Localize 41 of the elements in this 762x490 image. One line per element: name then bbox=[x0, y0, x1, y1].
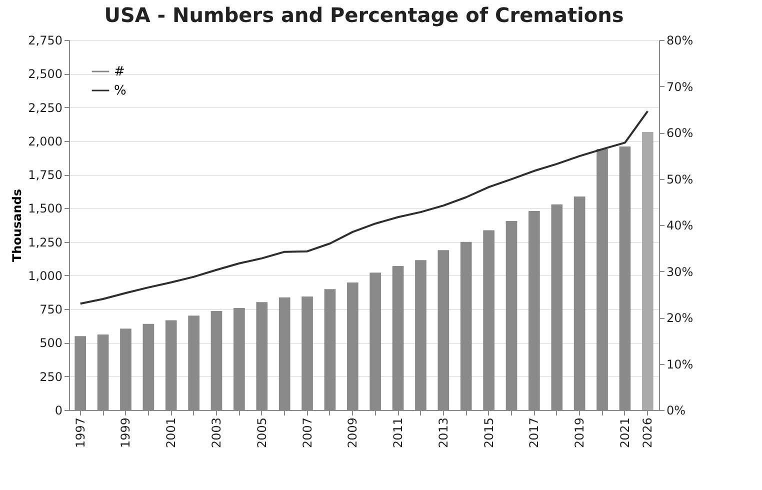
y-tick-label: 750 bbox=[40, 302, 62, 317]
y-tick-label: 2,750 bbox=[28, 34, 62, 48]
x-tick-label: 2019 bbox=[572, 418, 587, 448]
bar bbox=[642, 132, 654, 410]
x-tick-label: 1999 bbox=[118, 418, 133, 448]
y-axis-title: Thousands bbox=[10, 188, 24, 262]
y-tick-label: 1,750 bbox=[28, 168, 62, 182]
x-tick-label: 2021 bbox=[618, 418, 632, 448]
x-tick-label: 2013 bbox=[436, 418, 450, 448]
x-tick-label: 2011 bbox=[391, 418, 406, 448]
x-tick-label: 2001 bbox=[164, 418, 178, 448]
y-tick-label: 1,250 bbox=[28, 235, 62, 250]
y-tick-label: 1,500 bbox=[28, 202, 62, 216]
y2-tick-label: 60% bbox=[666, 126, 694, 140]
y2-tick-label: 0% bbox=[666, 404, 686, 418]
y2-tick-label: 10% bbox=[666, 357, 694, 372]
x-tick-label: 2026 bbox=[640, 418, 655, 448]
y2-tick-label: 40% bbox=[666, 218, 694, 232]
y-tick-label: 2,000 bbox=[28, 134, 62, 148]
y2-tick-label: 50% bbox=[666, 172, 694, 186]
x-tick-label: 2017 bbox=[527, 418, 542, 448]
x-tick-label: 1997 bbox=[73, 418, 88, 448]
y-tick-label: 1,000 bbox=[28, 268, 62, 283]
y2-tick-label: 20% bbox=[666, 311, 694, 325]
y-tick-label: 500 bbox=[40, 336, 62, 350]
y-tick-label: 250 bbox=[40, 370, 62, 384]
x-tick-label: 2015 bbox=[482, 418, 496, 448]
line-series bbox=[79, 110, 649, 305]
y2-tick-label: 70% bbox=[666, 80, 694, 94]
x-tick-label: 2005 bbox=[254, 418, 269, 448]
chart-title: USA - Numbers and Percentage of Cremations bbox=[104, 3, 624, 27]
y2-tick-label: 80% bbox=[666, 34, 694, 48]
x-tick-label: 2009 bbox=[346, 418, 360, 448]
y-tick-label: 2,250 bbox=[28, 100, 62, 115]
y2-tick-label: 30% bbox=[666, 264, 694, 279]
x-tick-label: 2007 bbox=[300, 418, 314, 448]
y-tick-label: 2,500 bbox=[28, 67, 62, 82]
x-tick-label: 2003 bbox=[210, 418, 224, 448]
legend-label: % bbox=[114, 84, 126, 98]
legend-label: # bbox=[114, 64, 125, 80]
y-tick-label: 0 bbox=[54, 404, 62, 418]
